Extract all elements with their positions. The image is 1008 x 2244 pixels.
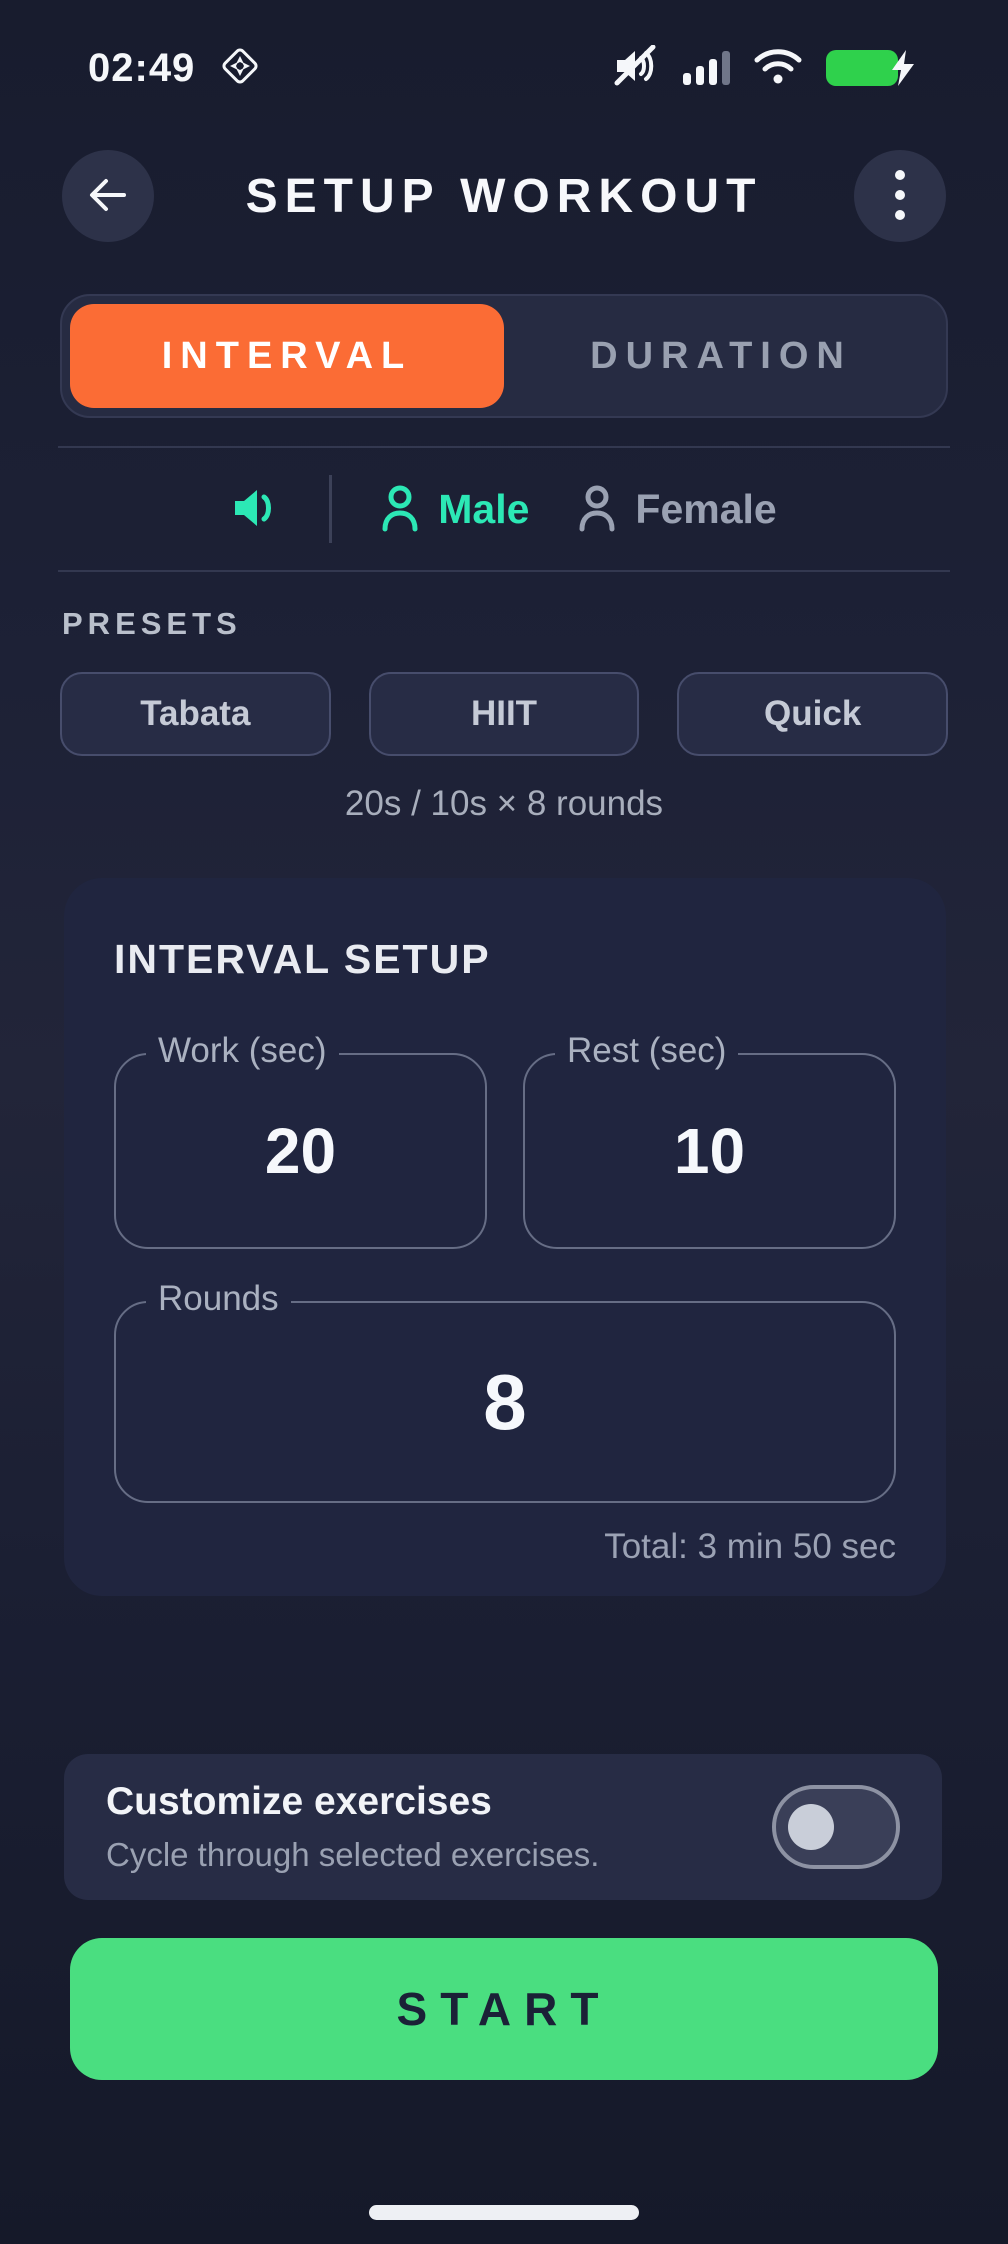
options-row: Male Female [0, 448, 1008, 570]
cellular-signal-icon [683, 51, 730, 85]
customize-subtitle: Cycle through selected exercises. [106, 1836, 600, 1873]
total-duration-text: Total: 3 min 50 sec [604, 1527, 896, 1566]
rounds-value: 8 [483, 1357, 527, 1446]
rounds-label: Rounds [146, 1279, 291, 1319]
clock: 02:49 [88, 45, 196, 90]
rest-label: Rest (sec) [555, 1031, 739, 1071]
male-label: Male [438, 485, 530, 532]
tab-interval[interactable]: INTERVAL [70, 304, 504, 408]
rest-seconds-input[interactable]: Rest (sec) 10 [523, 1031, 896, 1249]
kebab-menu-icon [894, 169, 906, 224]
interval-setup-card: INTERVAL SETUP Work (sec) 20 Rest (sec) … [64, 878, 946, 1596]
page-title: SETUP WORKOUT [245, 169, 763, 223]
wifi-icon [752, 46, 804, 91]
gender-male-button[interactable]: Male [378, 483, 529, 536]
header: SETUP WORKOUT [0, 150, 1008, 242]
customize-toggle[interactable] [772, 1785, 900, 1869]
mode-tabs: INTERVAL DURATION [60, 294, 948, 418]
customize-title: Customize exercises [106, 1780, 492, 1823]
vertical-divider [329, 475, 333, 543]
rest-value: 10 [673, 1115, 746, 1187]
toggle-knob [788, 1804, 834, 1850]
volume-muted-icon [613, 44, 661, 92]
preset-tabata-button[interactable]: Tabata [60, 672, 331, 756]
work-value: 20 [264, 1115, 337, 1187]
battery-charging-icon [826, 48, 920, 88]
female-label: Female [635, 485, 777, 532]
preset-summary: 20s / 10s × 8 rounds [344, 784, 664, 823]
preset-quick-button[interactable]: Quick [677, 672, 949, 756]
divider [58, 570, 950, 572]
home-indicator[interactable] [369, 2205, 639, 2220]
menu-button[interactable] [853, 150, 946, 242]
divider [58, 446, 950, 448]
sound-toggle-button[interactable] [231, 483, 283, 536]
male-person-icon [378, 483, 422, 536]
speaker-on-icon [231, 483, 283, 536]
female-person-icon [575, 483, 619, 536]
tab-duration[interactable]: DURATION [504, 304, 938, 408]
status-bar: 02:49 [0, 0, 1008, 106]
work-label: Work (sec) [146, 1031, 339, 1071]
card-title: INTERVAL SETUP [114, 936, 491, 982]
back-arrow-icon [86, 175, 130, 218]
app-diamond-icon [217, 43, 263, 94]
presets-heading: PRESETS [62, 606, 242, 641]
preset-chips: Tabata HIIT Quick [60, 672, 949, 756]
work-seconds-input[interactable]: Work (sec) 20 [114, 1031, 487, 1249]
start-button[interactable]: START [70, 1938, 938, 2080]
rounds-input[interactable]: Rounds 8 [114, 1279, 896, 1503]
gender-female-button[interactable]: Female [575, 483, 777, 536]
preset-hiit-button[interactable]: HIIT [368, 672, 640, 756]
customize-exercises-row: Customize exercises Cycle through select… [64, 1754, 942, 1900]
back-button[interactable] [62, 150, 154, 242]
